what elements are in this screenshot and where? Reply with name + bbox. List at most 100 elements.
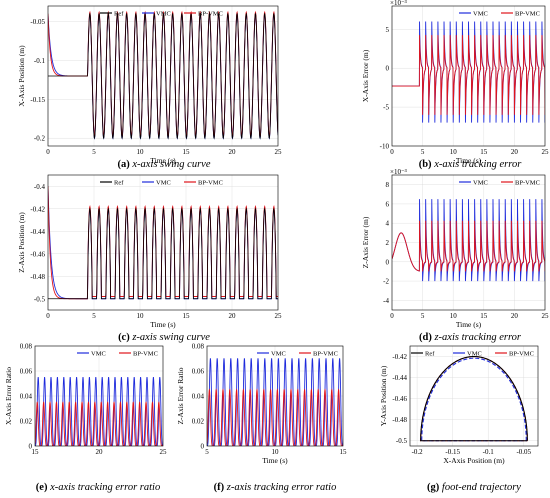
legend-label: BP-VMC xyxy=(198,180,223,187)
y-axis-label: Z-Axis Error (m) xyxy=(361,216,370,268)
x-tick-label: 20 xyxy=(229,148,237,156)
y-tick-label: -2 xyxy=(383,278,389,286)
legend-label: Ref xyxy=(425,351,435,358)
y-tick-label: 0 xyxy=(29,443,33,451)
y-tick-label: -0.5 xyxy=(34,295,46,303)
x-axis-label: Time (s) xyxy=(150,320,176,329)
series-bp-vmc xyxy=(48,186,278,300)
series-bp-vmc xyxy=(392,220,545,272)
legend-label: VMC xyxy=(473,11,488,18)
y-tick-label: 6 xyxy=(386,200,390,208)
series-ref xyxy=(48,207,278,300)
x-tick-label: 0 xyxy=(46,312,50,320)
y-tick-label: -0.42 xyxy=(392,353,407,361)
chart-c: 0 5 10 15 20 25 -0.5 -0.48 -0.46 -0.44 -0.42 -0.4 Ti… xyxy=(17,174,283,343)
x-tick-label: 25 xyxy=(542,148,550,156)
y-tick-label: 0.04 xyxy=(20,393,33,401)
series-bp-vmc xyxy=(35,401,163,446)
x-tick-label: 10 xyxy=(272,448,280,456)
x-tick-label: 20 xyxy=(511,148,519,156)
y-tick-label: 0.06 xyxy=(192,368,205,376)
legend-label: VMC xyxy=(271,351,286,358)
x-tick-label: 25 xyxy=(275,148,283,156)
chart-e: 15 20 25 0 0.02 0.04 0.06 0.08 X-Axis Error Rati… xyxy=(4,343,167,494)
y-tick-label: -0.46 xyxy=(30,250,45,258)
y-tick-label: 2 xyxy=(386,239,390,247)
series-ref xyxy=(48,12,278,140)
axis-exponent: ×10⁻³ xyxy=(390,0,407,7)
chart-b: 0 5 10 15 20 25 -10 -5 0 5 Time (s) X-Axis Error (m… xyxy=(361,0,549,170)
caption: (f) z-axis tracking error ratio xyxy=(214,482,337,493)
axes-frame xyxy=(206,345,344,447)
x-tick-label: 15 xyxy=(183,312,191,320)
x-tick-label: 25 xyxy=(275,312,283,320)
y-tick-label: -4 xyxy=(383,297,389,305)
y-axis-label: X-Axis Position (m) xyxy=(17,45,26,107)
y-tick-label: -0.46 xyxy=(392,395,407,403)
y-tick-label: 8 xyxy=(386,181,390,189)
legend-label: VMC xyxy=(91,351,106,358)
x-axis-label: Time (s) xyxy=(262,456,288,465)
y-tick-label: 0.02 xyxy=(20,418,33,426)
x-tick-label: 15 xyxy=(32,448,40,456)
y-tick-label: 0.02 xyxy=(192,418,205,426)
y-tick-label: -0.5 xyxy=(396,437,408,445)
x-axis-label: Time (s) xyxy=(456,156,482,165)
y-tick-label: 0 xyxy=(386,258,390,266)
caption: (c) z-axis swing curve xyxy=(118,332,210,343)
x-tick-label: 0 xyxy=(46,148,50,156)
x-axis-label: Time (s) xyxy=(150,156,176,165)
x-tick-label: -0.2 xyxy=(412,448,424,456)
y-tick-label: -0.05 xyxy=(30,18,45,26)
y-tick-label: 4 xyxy=(386,220,390,228)
legend-label: VMC xyxy=(156,180,171,187)
plot-area xyxy=(420,355,528,442)
x-tick-label: 5 xyxy=(421,148,425,156)
chart-a: 0 5 10 15 20 25 -0.2 -0.15 -0.1 -0.05 Time (s) X-Ax… xyxy=(17,5,283,170)
x-tick-label: 15 xyxy=(480,312,488,320)
chart-f: 5 10 15 0 0.02 0.04 0.06 0.08 Time (s) Z-Axis Err… xyxy=(176,343,347,494)
caption: (e) x-axis tracking error ratio xyxy=(36,482,160,493)
y-tick-label: 0.06 xyxy=(20,368,33,376)
y-tick-label: 0.08 xyxy=(192,343,205,351)
legend-label: BP-VMC xyxy=(515,180,540,187)
x-tick-label: 0 xyxy=(390,148,394,156)
x-tick-label: 5 xyxy=(421,312,425,320)
plot-area xyxy=(207,358,343,446)
y-axis-label: Z-Axis Position (m) xyxy=(17,212,26,273)
x-tick-label: 20 xyxy=(229,312,237,320)
plot-area xyxy=(48,186,278,300)
y-tick-label: -0.2 xyxy=(34,135,46,143)
series-bp-vmc xyxy=(207,388,343,446)
legend-label: VMC xyxy=(156,11,171,18)
axis-exponent: ×10⁻³ xyxy=(390,168,407,176)
axes-frame xyxy=(47,174,279,311)
y-tick-label: -0.1 xyxy=(34,57,46,65)
plot-area xyxy=(48,10,278,140)
x-tick-label: 15 xyxy=(183,148,191,156)
x-tick-label: 15 xyxy=(340,448,348,456)
x-tick-label: 20 xyxy=(96,448,104,456)
series-vmc xyxy=(421,357,527,442)
y-axis-label: Z-Axis Error Ratio xyxy=(176,367,185,424)
x-tick-label: 20 xyxy=(511,312,519,320)
y-tick-label: -0.48 xyxy=(392,416,407,424)
legend-label: BP-VMC xyxy=(509,351,534,358)
x-tick-label: -0.15 xyxy=(445,448,460,456)
chart-g: -0.2 -0.15 -0.1 -0.05 -0.5 -0.48 -0.46 -0.44 -0.… xyxy=(379,345,539,493)
caption: (b) x-axis tracking error xyxy=(419,159,522,170)
y-axis-label: X-Axis Error (m) xyxy=(361,49,370,102)
y-tick-label: 0.08 xyxy=(20,343,33,351)
legend-label: Ref xyxy=(114,180,124,187)
y-tick-label: -0.44 xyxy=(30,228,45,236)
y-tick-label: 0.04 xyxy=(192,393,205,401)
series-bp-vmc xyxy=(48,10,278,139)
axes-frame xyxy=(409,345,539,447)
x-tick-label: 10 xyxy=(137,148,145,156)
plot-area xyxy=(392,199,545,282)
x-tick-label: 10 xyxy=(450,148,458,156)
legend-label: Ref xyxy=(114,11,124,18)
y-tick-label: -0.48 xyxy=(30,273,45,281)
legend-label: VMC xyxy=(467,351,482,358)
